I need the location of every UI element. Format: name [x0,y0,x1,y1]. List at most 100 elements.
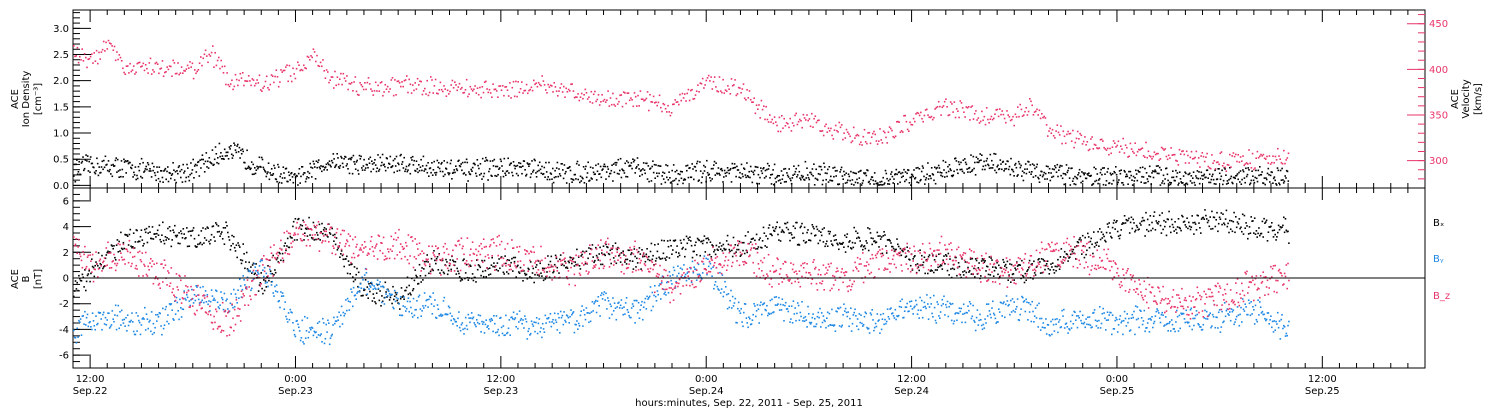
velocity-point [1080,134,1083,137]
by-point [102,311,105,314]
density-point [1156,172,1159,175]
bx-point [1178,226,1181,229]
density-point [557,175,559,178]
bx-point [805,241,808,243]
bx-point [672,239,675,242]
bx-point [167,227,169,230]
density-point [1138,171,1141,173]
velocity-point [1179,153,1182,155]
by-point [412,297,415,300]
bx-point [164,236,167,238]
by-point [85,316,88,319]
density-point [790,179,792,182]
velocity-point [709,80,711,82]
bx-point [813,227,815,230]
density-point [260,156,263,159]
bx-point [548,276,551,279]
bx-point [254,272,256,275]
density-point [1091,184,1093,186]
density-point [474,163,476,166]
by-point [82,315,84,317]
bx-point [1170,218,1173,221]
velocity-point [88,58,91,60]
bx-point [434,259,436,262]
velocity-point [554,86,557,88]
velocity-point [575,96,577,98]
velocity-point [154,62,157,65]
density-point [1011,169,1014,171]
by-point [308,331,310,333]
velocity-point [1272,155,1274,157]
velocity-point [949,101,952,103]
bx-point [1134,229,1137,232]
velocity-point [622,91,625,93]
velocity-point [333,87,335,89]
density-point [1155,170,1157,173]
bx-point [695,241,697,244]
bx-point [253,273,256,276]
bx-point [918,269,920,272]
velocity-point [118,54,121,56]
by-point [489,320,492,323]
bx-point [818,230,820,232]
density-point [502,170,504,172]
density-point [850,183,853,185]
bx-point [186,245,189,248]
bx-point [79,279,82,282]
by-point [298,330,301,332]
velocity-point [250,84,252,87]
density-point [626,176,629,178]
velocity-point [868,131,871,134]
bx-point [579,268,582,270]
velocity-point [922,120,924,123]
density-point [1010,157,1012,160]
bx-point [713,249,716,251]
bx-point [733,252,736,255]
density-point [1068,167,1070,169]
density-point [1003,170,1005,172]
velocity-point [492,83,494,85]
by-point [384,296,387,299]
bx-point [648,259,651,262]
density-point [488,168,491,170]
density-point [89,171,91,173]
density-point [106,163,108,166]
density-point [332,153,335,155]
density-point [761,172,764,175]
velocity-point [1050,132,1053,134]
by-point [259,260,262,263]
bx-point [203,242,205,244]
velocity-point [494,88,497,90]
density-point [724,172,727,175]
density-point [369,156,372,159]
velocity-point [222,72,225,74]
velocity-point [1132,150,1134,153]
by-point [155,314,157,316]
velocity-point [1285,159,1287,161]
density-point [715,162,717,164]
velocity-point [908,130,910,132]
density-point [224,155,227,157]
bx-point [283,245,286,247]
velocity-point [596,98,599,101]
velocity-point [180,66,183,68]
velocity-point [216,59,219,62]
velocity-point [237,84,239,87]
bx-point [506,271,508,273]
bx-point [601,263,604,266]
by-point [218,307,221,310]
velocity-point [324,77,327,79]
bx-point [981,258,984,260]
density-point [722,181,724,183]
bx-point [331,227,333,230]
bx-point [1208,225,1211,228]
velocity-point [329,79,331,81]
bx-point [1282,224,1284,227]
density-point [141,177,144,179]
density-point [438,162,440,164]
by-point [214,299,216,302]
density-point [284,177,286,179]
velocity-point [613,103,615,106]
bx-point [793,236,796,239]
density-point [997,164,999,167]
